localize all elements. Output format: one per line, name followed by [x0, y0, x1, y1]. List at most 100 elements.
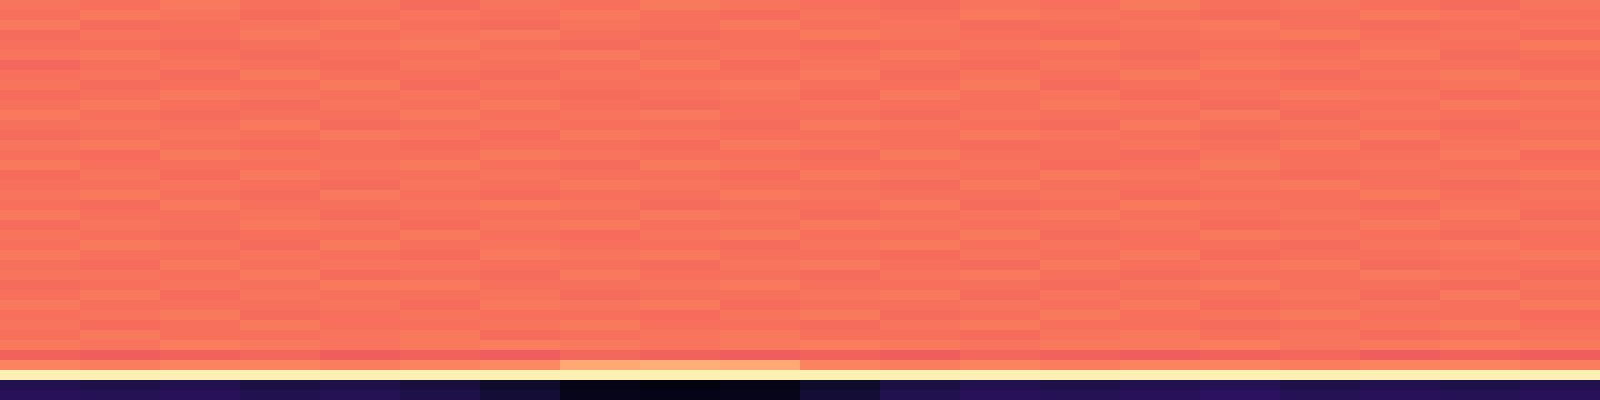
- heatmap-cell: [640, 100, 720, 110]
- heatmap-cell: [400, 60, 480, 70]
- heatmap-cell: [240, 80, 320, 90]
- heatmap-cell: [240, 260, 320, 270]
- heatmap-cell: [720, 130, 800, 140]
- heatmap-cell: [720, 240, 800, 250]
- heatmap-cell: [1040, 350, 1120, 360]
- heatmap-cell: [1360, 20, 1440, 30]
- heatmap-cell: [960, 140, 1040, 150]
- heatmap-cell: [1200, 170, 1280, 180]
- heatmap-cell: [720, 220, 800, 230]
- heatmap-cell: [80, 0, 160, 10]
- heatmap-cell: [320, 40, 400, 50]
- heatmap-cell: [160, 390, 240, 400]
- heatmap-cell: [1280, 310, 1360, 320]
- heatmap-cell: [240, 180, 320, 190]
- heatmap-cell: [480, 270, 560, 280]
- heatmap-cell: [1280, 350, 1360, 360]
- heatmap-cell: [1440, 210, 1520, 220]
- heatmap-cell: [960, 150, 1040, 160]
- heatmap-cell: [240, 130, 320, 140]
- heatmap-cell: [720, 40, 800, 50]
- heatmap-cell: [1200, 10, 1280, 20]
- heatmap-cell: [160, 180, 240, 190]
- heatmap-cell: [1360, 330, 1440, 340]
- heatmap-cell: [640, 370, 720, 380]
- heatmap-cell: [560, 170, 640, 180]
- heatmap-cell: [80, 390, 160, 400]
- heatmap-cell: [400, 270, 480, 280]
- heatmap-cell: [1280, 280, 1360, 290]
- heatmap-cell: [240, 10, 320, 20]
- heatmap-cell: [400, 50, 480, 60]
- heatmap-cell: [1040, 90, 1120, 100]
- heatmap-cell: [1440, 380, 1520, 390]
- heatmap-cell: [320, 230, 400, 240]
- heatmap-cell: [240, 120, 320, 130]
- heatmap-cell: [480, 190, 560, 200]
- heatmap-cell: [1280, 330, 1360, 340]
- heatmap-cell: [320, 370, 400, 380]
- heatmap-cell: [0, 140, 80, 150]
- heatmap-cell: [800, 260, 880, 270]
- heatmap-cell: [1280, 320, 1360, 330]
- heatmap-cell: [1280, 180, 1360, 190]
- heatmap-cell: [880, 90, 960, 100]
- heatmap-cell: [720, 380, 800, 390]
- heatmap-cell: [400, 210, 480, 220]
- heatmap-cell: [1040, 110, 1120, 120]
- heatmap-cell: [560, 130, 640, 140]
- heatmap-cell: [800, 360, 880, 370]
- heatmap-cell: [160, 300, 240, 310]
- heatmap-cell: [640, 10, 720, 20]
- heatmap-cell: [1120, 360, 1200, 370]
- heatmap-cell: [80, 90, 160, 100]
- heatmap-cell: [880, 290, 960, 300]
- heatmap-cell: [80, 200, 160, 210]
- heatmap-cell: [1520, 220, 1600, 230]
- heatmap-cell: [640, 340, 720, 350]
- heatmap-cell: [880, 160, 960, 170]
- heatmap-cell: [1200, 190, 1280, 200]
- heatmap-cell: [720, 230, 800, 240]
- heatmap-cell: [800, 370, 880, 380]
- heatmap-cell: [560, 310, 640, 320]
- heatmap-cell: [1360, 100, 1440, 110]
- heatmap-cell: [1040, 40, 1120, 50]
- heatmap-cell: [1440, 50, 1520, 60]
- heatmap-cell: [1040, 340, 1120, 350]
- heatmap-cell: [320, 380, 400, 390]
- heatmap-cell: [160, 100, 240, 110]
- heatmap-cell: [960, 350, 1040, 360]
- heatmap-cell: [0, 300, 80, 310]
- heatmap-cell: [320, 90, 400, 100]
- heatmap-cell: [720, 280, 800, 290]
- heatmap-cell: [960, 280, 1040, 290]
- heatmap-cell: [880, 320, 960, 330]
- heatmap-cell: [1360, 250, 1440, 260]
- heatmap-cell: [800, 50, 880, 60]
- heatmap-cell: [400, 240, 480, 250]
- heatmap-cell: [1200, 340, 1280, 350]
- heatmap-cell: [1200, 110, 1280, 120]
- heatmap-cell: [640, 120, 720, 130]
- heatmap-cell: [480, 330, 560, 340]
- heatmap-cell: [400, 30, 480, 40]
- heatmap-cell: [1440, 180, 1520, 190]
- heatmap-cell: [640, 390, 720, 400]
- heatmap-cell: [1200, 290, 1280, 300]
- heatmap-cell: [0, 70, 80, 80]
- heatmap-cell: [720, 390, 800, 400]
- heatmap-cell: [80, 340, 160, 350]
- heatmap-cell: [800, 200, 880, 210]
- heatmap-cell: [800, 130, 880, 140]
- heatmap-cell: [1120, 170, 1200, 180]
- heatmap-cell: [400, 110, 480, 120]
- heatmap-cell: [400, 280, 480, 290]
- heatmap-cell: [480, 290, 560, 300]
- heatmap-cell: [720, 100, 800, 110]
- heatmap-cell: [0, 20, 80, 30]
- heatmap-cell: [80, 310, 160, 320]
- heatmap-cell: [640, 200, 720, 210]
- heatmap-cell: [1040, 280, 1120, 290]
- heatmap-cell: [1360, 290, 1440, 300]
